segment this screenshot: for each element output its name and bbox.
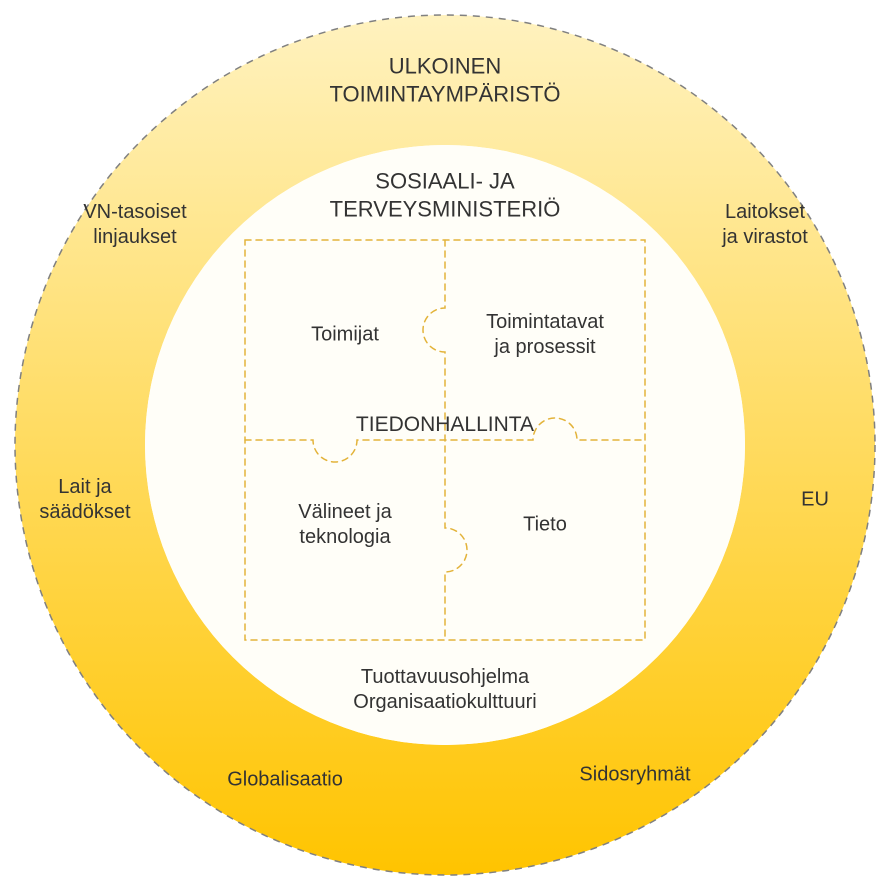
label-eu: EU [801, 488, 829, 513]
diagram-svg [0, 0, 891, 891]
label-laitokset: Laitokset ja virastot [722, 200, 808, 250]
center-title: TIEDONHALLINTA [356, 412, 534, 438]
label-sidosryhmat: Sidosryhmät [579, 763, 690, 788]
puzzle-label-tl: Toimijat [311, 323, 379, 348]
label-vn-tasoiset: VN-tasoiset linjaukset [83, 200, 186, 250]
label-bottom-inner: Tuottavuusohjelma Organisaatiokulttuuri [353, 665, 536, 715]
inner-circle [145, 145, 745, 745]
puzzle-label-bl: Välineet ja teknologia [298, 500, 391, 550]
label-globalisaatio: Globalisaatio [227, 768, 343, 793]
puzzle-label-tr: Toimintatavat ja prosessit [486, 310, 604, 360]
diagram-stage: ULKOINEN TOIMINTAYMPÄRISTÖ VN-tasoiset l… [0, 0, 891, 891]
label-lait: Lait ja säädökset [39, 475, 130, 525]
puzzle-label-br: Tieto [523, 513, 567, 538]
outer-title: ULKOINEN TOIMINTAYMPÄRISTÖ [329, 53, 560, 108]
inner-title: SOSIAALI- JA TERVEYSMINISTERIÖ [330, 168, 561, 223]
